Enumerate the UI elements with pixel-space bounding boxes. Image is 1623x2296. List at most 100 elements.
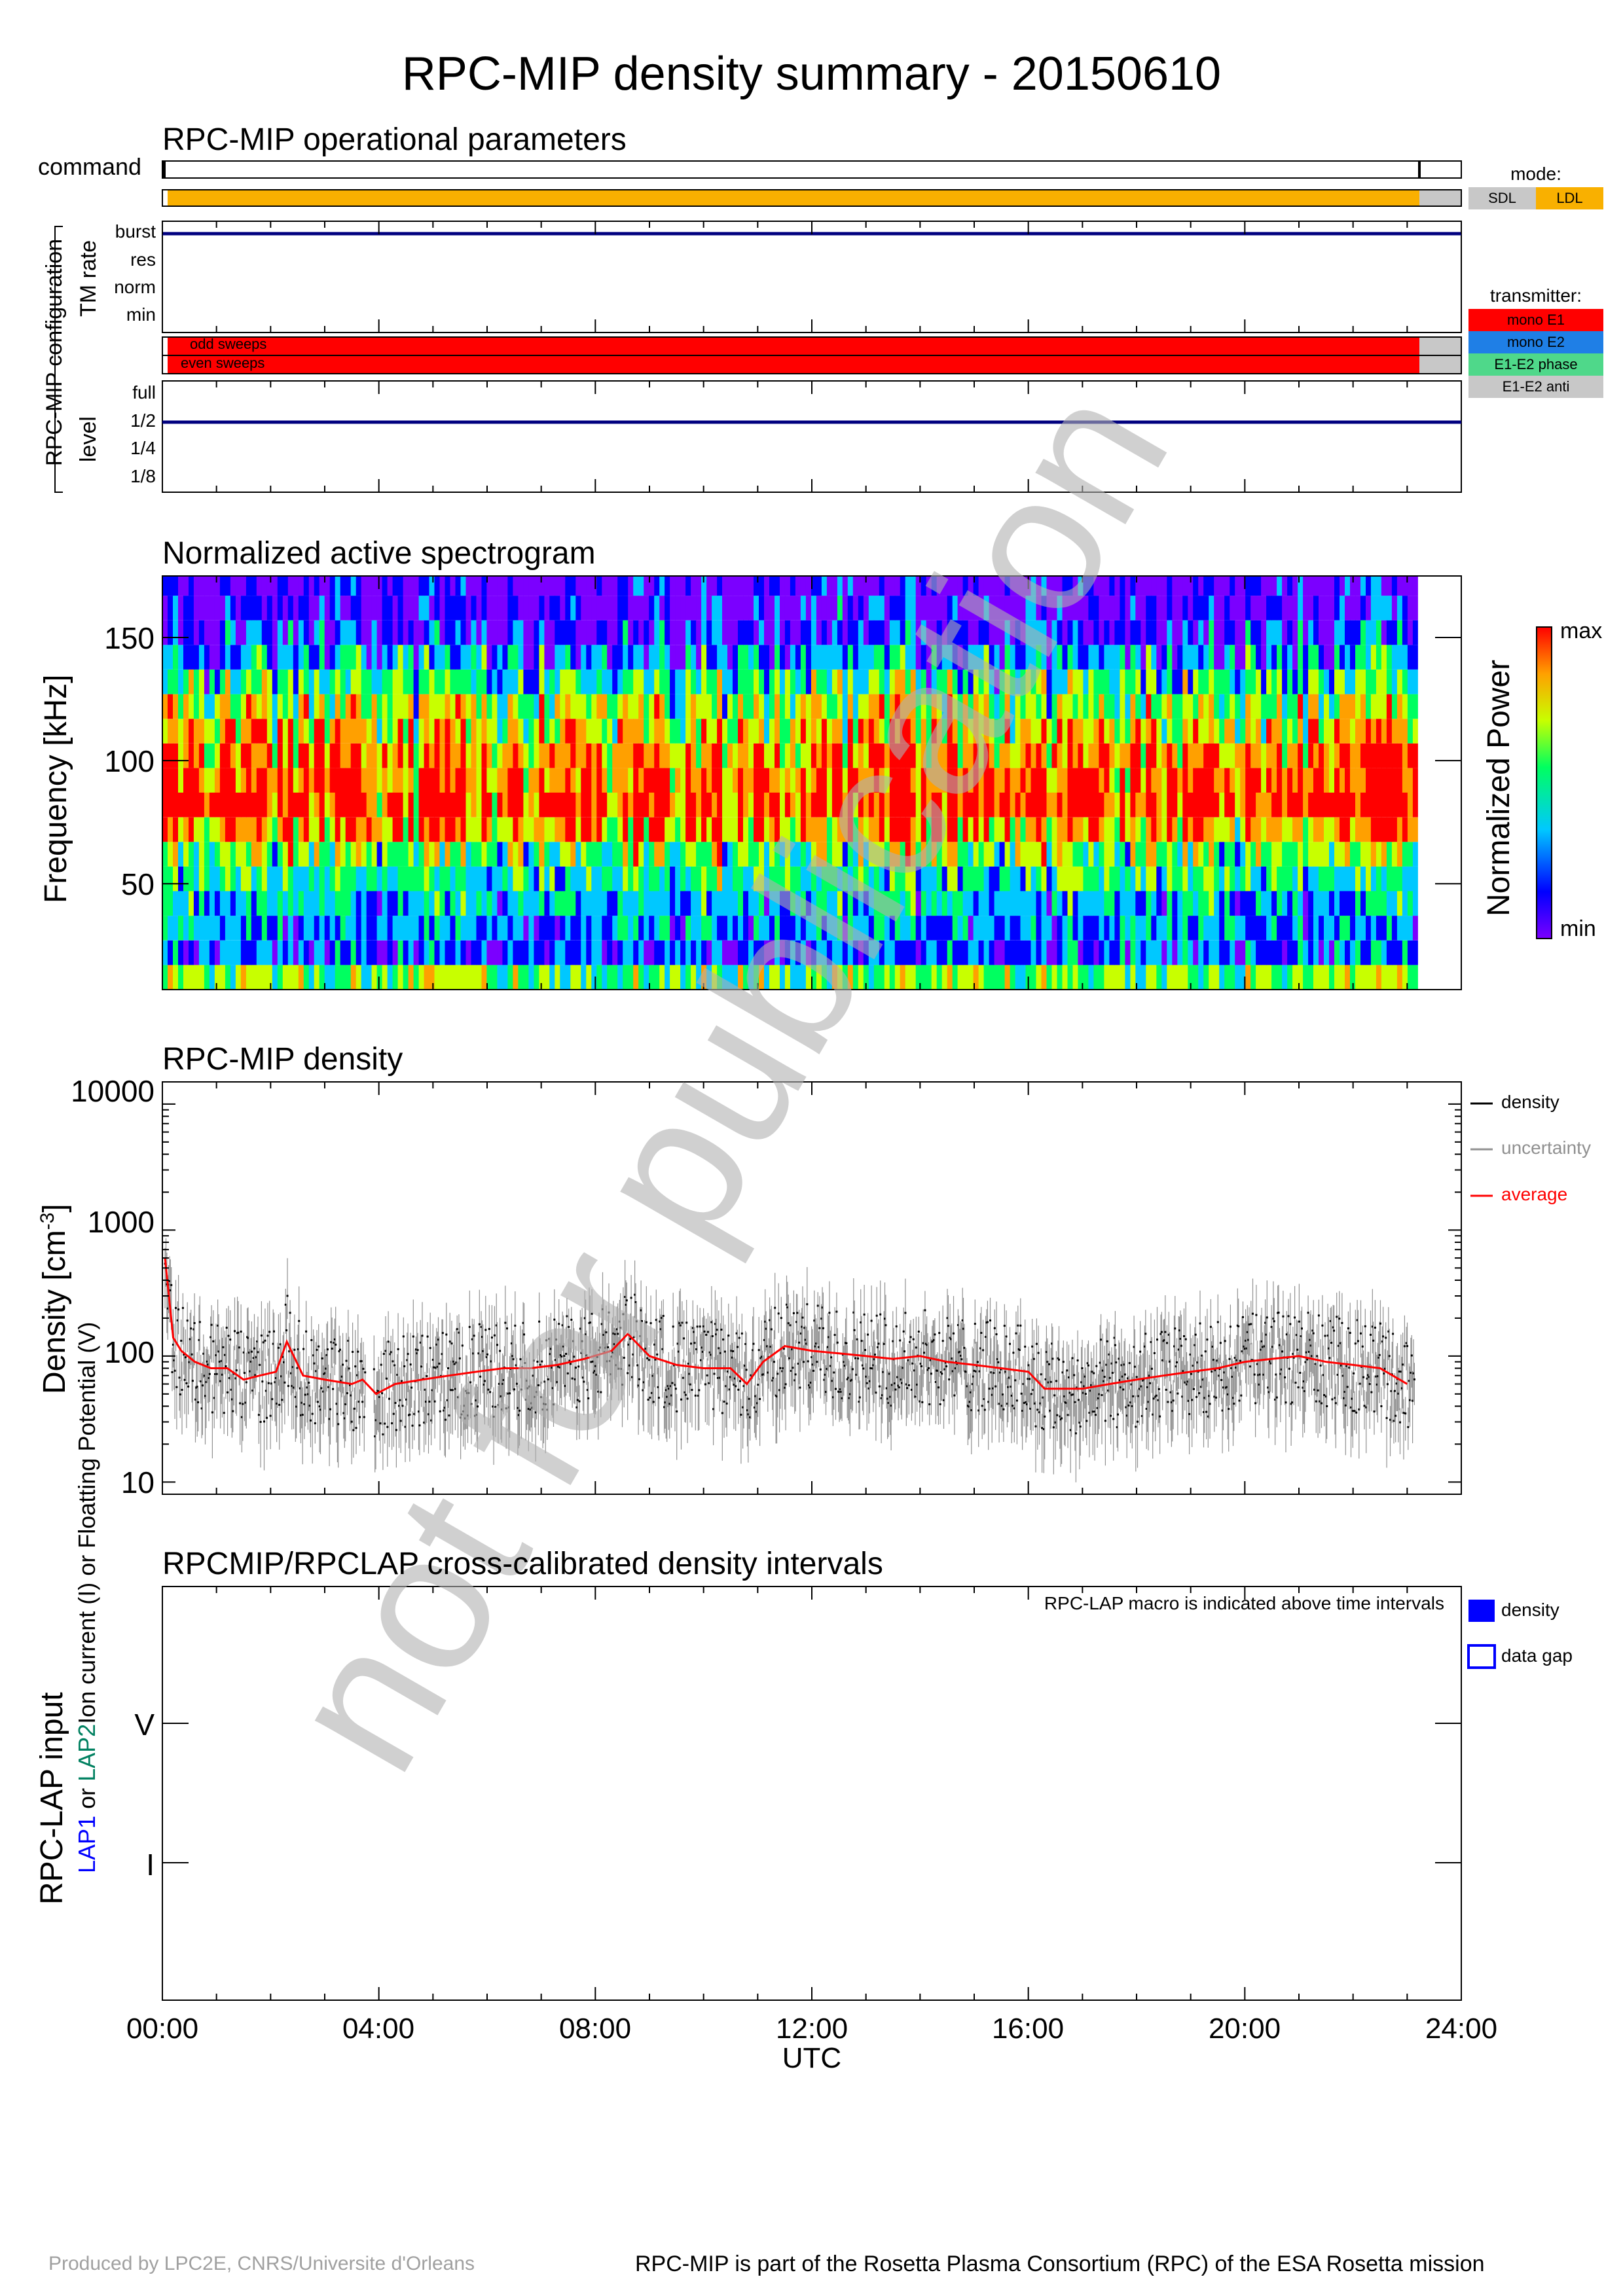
- spectrogram-cell: [1345, 576, 1351, 596]
- spectrogram-cell: [1340, 645, 1345, 670]
- spectrogram-cell: [1130, 817, 1136, 842]
- spectrogram-cell: [1391, 596, 1398, 620]
- spectrogram-cell: [303, 719, 310, 744]
- spectrogram-cell: [1114, 916, 1120, 941]
- spectrogram-cell: [884, 620, 890, 645]
- spectrogram-cell: [894, 743, 901, 768]
- spectrogram-cell: [319, 719, 325, 744]
- density-point: [562, 1345, 564, 1348]
- spectrogram-cell: [1303, 743, 1309, 768]
- spectrogram-cell: [784, 719, 791, 744]
- spectrogram-cell: [738, 817, 744, 842]
- density-point: [225, 1365, 227, 1367]
- spectrogram-cell: [947, 596, 953, 620]
- spectrogram-cell: [712, 891, 718, 916]
- spectrogram-cell: [1412, 891, 1419, 916]
- spectrogram-cell: [1203, 817, 1209, 842]
- spectrogram-cell: [1308, 596, 1314, 620]
- spectrogram-cell: [1266, 596, 1272, 620]
- spectrogram-cell: [659, 768, 665, 793]
- spectrogram-cell: [905, 645, 911, 670]
- spectrogram-cell: [957, 694, 964, 719]
- spectrogram-cell: [790, 620, 796, 645]
- density-point: [445, 1333, 448, 1336]
- spectrogram-cell: [952, 596, 958, 620]
- spectrogram-cell: [1376, 694, 1382, 719]
- spectrogram-cell: [173, 719, 179, 744]
- spectrogram-cell: [424, 866, 430, 891]
- spectrogram-cell: [1182, 694, 1188, 719]
- spectrogram-cell: [1376, 768, 1382, 793]
- spectrogram-cell: [868, 940, 875, 965]
- spectrogram-cell: [429, 817, 435, 842]
- spectrogram-cell: [680, 965, 686, 990]
- spectrogram-cell: [842, 596, 848, 620]
- spectrogram-cell: [418, 866, 425, 891]
- spectrogram-cell: [1062, 645, 1068, 670]
- spectrogram-cell: [999, 620, 1006, 645]
- spectrogram-cell: [413, 891, 420, 916]
- spectrogram-cell: [397, 916, 404, 941]
- spectrogram-cell: [947, 965, 953, 990]
- spectrogram-cell: [999, 694, 1006, 719]
- spectrogram-cell: [1167, 842, 1173, 867]
- spectrogram-cell: [1313, 596, 1319, 620]
- spectrogram-cell: [1167, 743, 1173, 768]
- spectrogram-cell: [471, 620, 477, 645]
- spectrogram-cell: [847, 891, 854, 916]
- density-point: [443, 1409, 445, 1412]
- density-point: [480, 1325, 483, 1328]
- spectrogram-cell: [1109, 866, 1115, 891]
- spectrogram-cell: [727, 768, 733, 793]
- spectrogram-cell: [198, 670, 205, 694]
- spectrogram-cell: [1230, 670, 1235, 694]
- spectrogram-cell: [392, 670, 399, 694]
- spectrogram-cell: [1088, 965, 1094, 990]
- spectrogram-cell: [314, 965, 320, 990]
- spectrogram-cell: [1046, 817, 1053, 842]
- spectrogram-cell: [1230, 965, 1235, 990]
- spectrogram-cell: [931, 891, 938, 916]
- spectrogram-cell: [1167, 940, 1173, 965]
- spectrogram-cell: [738, 743, 744, 768]
- density-point: [173, 1369, 176, 1372]
- spectrogram-cell: [957, 965, 964, 990]
- spectrogram-cell: [952, 645, 958, 670]
- spectrogram-cell: [392, 891, 399, 916]
- spectrogram-cell: [1407, 940, 1413, 965]
- spectrogram-cell: [999, 670, 1006, 694]
- spectrogram-cell: [623, 719, 629, 744]
- spectrogram-cell: [775, 596, 780, 620]
- spectrogram-cell: [251, 719, 257, 744]
- spectrogram-cell: [654, 866, 660, 891]
- spectrogram-cell: [445, 670, 451, 694]
- spectrogram-cell: [1020, 891, 1027, 916]
- spectrogram-cell: [722, 645, 728, 670]
- spectrogram-cell: [418, 768, 425, 793]
- spectrogram-cell: [371, 891, 378, 916]
- spectrogram-cell: [1224, 817, 1230, 842]
- spectrogram-cell: [931, 670, 938, 694]
- spectrogram-cell: [356, 768, 362, 793]
- density-point: [255, 1356, 257, 1359]
- spectrogram-cell: [497, 965, 503, 990]
- density-point: [200, 1407, 203, 1410]
- spectrogram-cell: [989, 891, 995, 916]
- spectrogram-cell: [1370, 842, 1377, 867]
- spectrogram-cell: [481, 596, 488, 620]
- density-point: [526, 1380, 528, 1382]
- spectrogram-cell: [847, 817, 854, 842]
- spectrogram-cell: [1062, 596, 1068, 620]
- spectrogram-cell: [1120, 645, 1125, 670]
- spectrogram-cell: [915, 940, 922, 965]
- spectrogram-cell: [219, 866, 226, 891]
- spectrogram-cell: [879, 940, 885, 965]
- spectrogram-cell: [1140, 694, 1146, 719]
- spectrogram-cell: [1078, 891, 1084, 916]
- spectrogram-cell: [910, 694, 917, 719]
- spectrogram-cell: [560, 817, 566, 842]
- spectrogram-cell: [534, 842, 539, 867]
- density-point: [315, 1370, 318, 1372]
- spectrogram-cell: [612, 842, 618, 867]
- spectrogram-cell: [775, 768, 780, 793]
